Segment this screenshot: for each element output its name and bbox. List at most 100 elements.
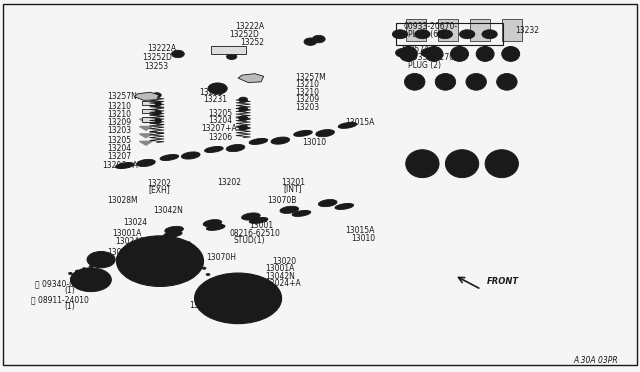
Text: 13231: 13231 xyxy=(204,95,228,104)
Ellipse shape xyxy=(205,147,223,153)
Text: 13070M: 13070M xyxy=(140,258,170,267)
Ellipse shape xyxy=(335,203,353,209)
Circle shape xyxy=(316,37,322,41)
Circle shape xyxy=(425,51,433,55)
Ellipse shape xyxy=(497,74,517,90)
Bar xyxy=(211,46,246,54)
Circle shape xyxy=(486,32,493,36)
Text: 13010: 13010 xyxy=(351,234,375,243)
Circle shape xyxy=(152,118,161,124)
Text: 13015A: 13015A xyxy=(346,118,375,127)
Polygon shape xyxy=(238,74,264,83)
Polygon shape xyxy=(140,134,152,138)
Circle shape xyxy=(86,277,96,283)
Circle shape xyxy=(239,116,248,121)
Text: 13024: 13024 xyxy=(123,218,147,227)
Ellipse shape xyxy=(445,150,479,177)
Circle shape xyxy=(82,268,86,270)
Text: 13203: 13203 xyxy=(296,103,320,112)
Bar xyxy=(396,23,503,45)
Circle shape xyxy=(116,236,204,286)
Ellipse shape xyxy=(280,206,299,214)
Text: 13252D: 13252D xyxy=(229,30,259,39)
Bar xyxy=(142,117,155,122)
Bar xyxy=(406,19,426,41)
Text: 13205: 13205 xyxy=(108,136,132,145)
Circle shape xyxy=(198,261,202,263)
Circle shape xyxy=(396,32,404,36)
Text: 13253: 13253 xyxy=(144,62,168,71)
Text: STUD(1): STUD(1) xyxy=(234,236,265,245)
Circle shape xyxy=(392,30,408,39)
Text: 13222A: 13222A xyxy=(147,44,177,53)
Ellipse shape xyxy=(404,74,425,90)
Text: 13024A: 13024A xyxy=(189,301,218,310)
Text: 13204: 13204 xyxy=(208,116,232,125)
Text: 13202: 13202 xyxy=(147,179,172,187)
Circle shape xyxy=(223,289,253,307)
Text: 00933-21270-: 00933-21270- xyxy=(403,53,457,62)
Text: ⓕ 09340-0014P: ⓕ 09340-0014P xyxy=(35,279,93,288)
Circle shape xyxy=(482,30,497,39)
Circle shape xyxy=(239,125,248,130)
Text: PLUG (2): PLUG (2) xyxy=(408,61,442,70)
Text: [EXH]: [EXH] xyxy=(148,185,170,194)
Circle shape xyxy=(78,272,104,287)
Circle shape xyxy=(116,256,120,259)
Circle shape xyxy=(145,252,175,270)
Circle shape xyxy=(207,280,269,316)
Text: 13085D: 13085D xyxy=(125,268,155,277)
Text: 08216-62510: 08216-62510 xyxy=(229,229,280,238)
Text: 13257A: 13257A xyxy=(400,45,429,54)
Ellipse shape xyxy=(466,74,486,90)
Text: 13252: 13252 xyxy=(240,38,264,47)
Circle shape xyxy=(152,93,161,98)
Text: 13042N: 13042N xyxy=(266,272,296,281)
Bar xyxy=(142,93,155,97)
Text: 13210: 13210 xyxy=(296,88,320,97)
Circle shape xyxy=(460,30,475,39)
Text: 13020: 13020 xyxy=(272,257,296,266)
Text: 13205: 13205 xyxy=(208,109,232,118)
Text: 13207: 13207 xyxy=(108,153,132,161)
Circle shape xyxy=(239,106,248,112)
Ellipse shape xyxy=(226,144,245,152)
Text: 13210: 13210 xyxy=(108,110,132,119)
Polygon shape xyxy=(140,119,152,123)
Text: 13024+A: 13024+A xyxy=(266,279,301,288)
Text: 13206: 13206 xyxy=(208,133,232,142)
Circle shape xyxy=(172,50,184,58)
Text: 13001A: 13001A xyxy=(112,229,141,238)
Text: 13210: 13210 xyxy=(108,102,132,110)
Circle shape xyxy=(68,272,72,275)
Ellipse shape xyxy=(181,152,200,159)
Circle shape xyxy=(152,110,161,115)
Circle shape xyxy=(396,48,411,57)
Circle shape xyxy=(129,243,191,279)
Circle shape xyxy=(239,97,248,102)
Text: 13201: 13201 xyxy=(282,178,306,187)
Text: 13231: 13231 xyxy=(200,88,224,97)
Text: 13015A: 13015A xyxy=(346,226,375,235)
Text: FRONT: FRONT xyxy=(486,278,518,286)
Text: 13209: 13209 xyxy=(296,95,320,104)
Circle shape xyxy=(227,54,237,60)
Text: 13010: 13010 xyxy=(302,138,326,147)
Text: 13209: 13209 xyxy=(108,118,132,127)
Text: 13222A: 13222A xyxy=(236,22,265,31)
Ellipse shape xyxy=(339,122,356,128)
Circle shape xyxy=(89,266,93,268)
Bar xyxy=(470,19,490,41)
Text: 13204: 13204 xyxy=(108,144,132,153)
Circle shape xyxy=(175,52,181,56)
Text: 13203: 13203 xyxy=(108,126,132,135)
Circle shape xyxy=(103,261,107,263)
Circle shape xyxy=(195,254,198,257)
Circle shape xyxy=(212,86,223,92)
Circle shape xyxy=(152,257,168,266)
Polygon shape xyxy=(368,44,394,347)
Ellipse shape xyxy=(164,226,184,234)
Polygon shape xyxy=(140,126,152,130)
Ellipse shape xyxy=(203,219,222,227)
Text: 13024C: 13024C xyxy=(236,307,265,316)
